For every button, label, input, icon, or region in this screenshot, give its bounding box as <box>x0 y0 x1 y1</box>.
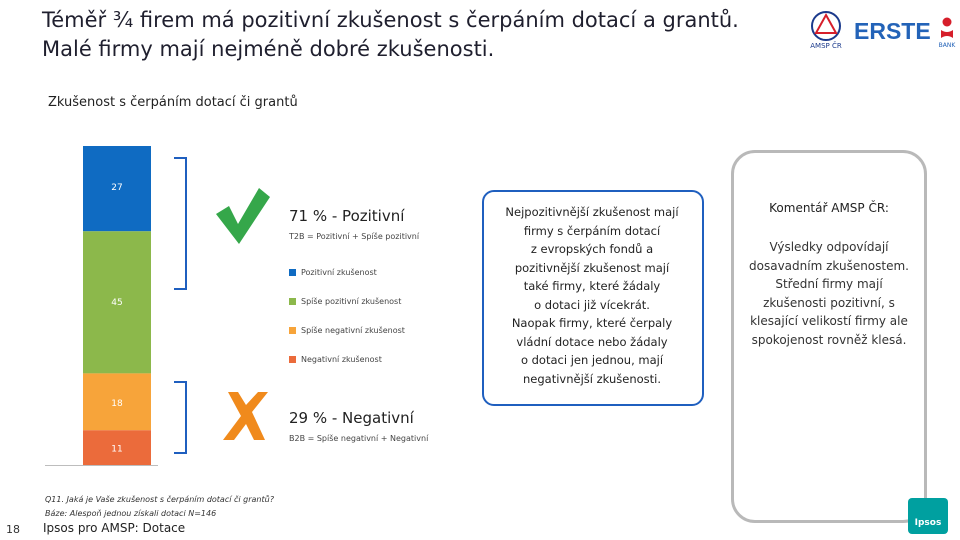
logos: AMSP ČR ERSTE BANK <box>808 8 958 50</box>
comment-line: spokojenost rovněž klesá. <box>751 332 907 347</box>
insight-line: z evropských fondů a <box>530 242 654 256</box>
cross-icon <box>223 392 268 440</box>
footnote: Q11. Jaká je Vaše zkušenost s čerpáním d… <box>45 493 274 521</box>
footnote-base: Báze: Alespoň jednou získali dotaci N=14… <box>45 509 217 518</box>
logo-group: AMSP ČR ERSTE BANK <box>810 11 957 50</box>
insight-line: vládní dotace nebo žádaly <box>516 334 668 349</box>
title-line-1: Téměř ¾ firem má pozitivní zkušenost s č… <box>42 8 739 32</box>
positive-summary-label: 71 % - Pozitivní <box>289 207 405 225</box>
segment-rather-negative <box>83 373 151 431</box>
segment-positive <box>83 146 151 232</box>
legend-swatch-rather-negative <box>289 326 296 334</box>
comment-box <box>731 150 927 523</box>
amsp-logo-text: AMSP ČR <box>810 41 842 50</box>
segment-rather-negative-label: 18 <box>111 399 123 409</box>
legend-label-rather-negative: Spíše negativní zkušenost <box>301 325 405 335</box>
insight-line: firmy s čerpáním dotací <box>523 223 661 238</box>
legend-swatch-negative <box>289 355 296 363</box>
legend-label-rather-positive: Spíše pozitivní zkušenost <box>301 296 402 306</box>
insight-box <box>482 190 704 406</box>
ipsos-logo-text: Ipsos <box>914 518 942 528</box>
insight-text: Nejpozitivnější zkušenost mají firmy s če… <box>486 203 698 388</box>
segment-positive-label: 27 <box>111 183 122 193</box>
comment-line: Výsledky odpovídají <box>769 240 889 254</box>
comment-line: Střední firmy mají <box>775 277 883 291</box>
amsp-logo: AMSP ČR <box>810 11 842 50</box>
negative-definition: B2B = Spíše negativní + Negativní <box>289 434 429 443</box>
legend-item-rather-negative: Spíše negativní zkušenost <box>289 324 405 336</box>
positive-definition: T2B = Pozitivní + Spíše pozitivní <box>289 232 420 241</box>
comment-line: klesající velikostí firmy ale <box>750 314 908 328</box>
negative-bracket <box>174 381 187 454</box>
insight-line: také firmy, které žádaly <box>523 279 661 293</box>
erste-logo-text: ERSTE <box>854 18 931 44</box>
insight-line: o dotaci již vícekrát. <box>534 297 650 312</box>
positive-bracket <box>174 157 187 290</box>
footnote-question: Q11. Jaká je Vaše zkušenost s čerpáním d… <box>45 495 274 504</box>
negative-summary-label: 29 % - Negativní <box>289 409 414 427</box>
footer-brand: Ipsos pro AMSP: Dotace <box>43 521 186 535</box>
erste-logo: ERSTE BANK <box>854 17 957 49</box>
insight-line: o dotaci jen jednou, mají <box>520 353 664 367</box>
comment-text: Výsledky odpovídají dosavadním zkušenoste… <box>740 238 918 349</box>
page-number: 18 <box>6 523 20 536</box>
legend-swatch-positive <box>289 268 296 276</box>
segment-negative <box>83 430 151 465</box>
insight-line: Naopak firmy, které čerpaly <box>511 316 673 330</box>
comment-heading: Komentář AMSP ČR: <box>769 201 889 215</box>
segment-rather-positive <box>83 231 151 374</box>
legend-label-negative: Negativní zkušenost <box>301 354 382 364</box>
insight-line: pozitivnější zkušenost mají <box>514 260 670 275</box>
legend-label-positive: Pozitivní zkušenost <box>301 267 377 277</box>
legend-item-negative: Negativní zkušenost <box>289 353 382 365</box>
insight-line: Nejpozitivnější zkušenost mají <box>505 205 679 219</box>
legend-item-rather-positive: Spíše pozitivní zkušenost <box>289 295 401 307</box>
chart-subtitle: Zkušenost s čerpáním dotací či grantů <box>48 95 298 110</box>
slide-title: Téměř ¾ firem má pozitivní zkušenost s č… <box>42 6 782 64</box>
legend-swatch-rather-positive <box>289 297 296 305</box>
check-icon <box>216 188 270 244</box>
erste-bank-text: BANK <box>939 42 957 49</box>
insight-line: negativnější zkušenosti. <box>523 371 661 386</box>
comment-line: zkušenosti pozitivní, s <box>763 295 895 310</box>
segment-rather-positive-label: 45 <box>111 298 122 308</box>
legend-item-positive: Pozitivní zkušenost <box>289 266 377 278</box>
comment-line: dosavadním zkušenostem. <box>749 258 909 273</box>
ipsos-logo: Ipsos <box>908 498 948 534</box>
title-line-2: Malé firmy mají nejméně dobré zkušenosti… <box>42 37 495 61</box>
segment-negative-label: 11 <box>111 445 122 455</box>
